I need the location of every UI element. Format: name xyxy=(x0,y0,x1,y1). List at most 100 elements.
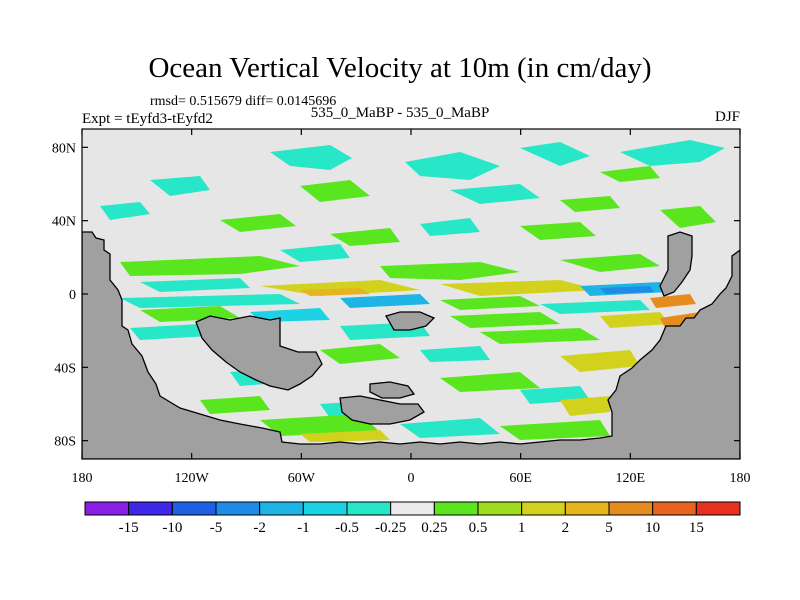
velocity-patch xyxy=(440,280,600,296)
land-masses xyxy=(82,231,740,459)
colorbar: -15 -10 -5 -2 -1 -0.5 -0.25 0.25 0.5 1 2 5 10 15 xyxy=(84,501,741,536)
colorbar-swatch xyxy=(302,501,348,516)
velocity-patch xyxy=(400,418,500,438)
colorbar-swatch xyxy=(215,501,261,516)
velocity-patch xyxy=(200,396,270,414)
colorbar-label: -2 xyxy=(253,520,266,536)
velocity-patch xyxy=(450,312,560,328)
colorbar-swatch xyxy=(564,501,610,516)
colorbar-swatch xyxy=(608,501,654,516)
velocity-patch xyxy=(220,214,296,232)
velocity-patch xyxy=(600,286,654,294)
colorbar-swatch xyxy=(521,501,566,516)
land-island-south xyxy=(339,395,425,425)
velocity-patch xyxy=(250,308,330,322)
velocity-patch xyxy=(130,324,210,340)
velocity-patch xyxy=(120,294,300,308)
velocity-patch xyxy=(340,294,430,308)
velocity-patch xyxy=(450,184,540,204)
velocity-patch xyxy=(260,414,380,436)
velocity-patch xyxy=(380,262,520,280)
colorbar-swatch xyxy=(128,501,173,516)
colorbar-swatch xyxy=(259,501,304,516)
colorbar-swatch xyxy=(433,501,479,516)
colorbar-swatch xyxy=(84,501,130,516)
velocity-patch xyxy=(480,328,600,344)
velocity-patch xyxy=(405,152,500,180)
colorbar-label: -10 xyxy=(162,520,182,536)
velocity-patch xyxy=(300,288,370,296)
velocity-patch xyxy=(100,202,150,220)
velocity-patch xyxy=(600,312,670,328)
colorbar-swatch xyxy=(695,501,741,516)
colorbar-swatch xyxy=(171,501,217,516)
velocity-patch xyxy=(500,420,610,440)
x-tick-label: 0 xyxy=(408,471,415,486)
colorbar-label: 1 xyxy=(518,520,526,536)
colorbar-label: 0.25 xyxy=(421,520,447,536)
velocity-patch xyxy=(120,256,300,276)
velocity-patch xyxy=(330,228,400,246)
velocity-patch xyxy=(560,350,640,372)
colorbar-label: -0.25 xyxy=(375,520,406,536)
colorbar-label: -1 xyxy=(297,520,310,536)
land-western-continent xyxy=(82,231,740,459)
velocity-patch xyxy=(520,142,590,166)
case-label: 535_0_MaBP - 535_0_MaBP xyxy=(310,105,490,121)
land-basin-west xyxy=(195,315,323,391)
colorbar-label: 2 xyxy=(562,520,570,536)
chart-title: Ocean Vertical Velocity at 10m (in cm/da… xyxy=(148,52,652,84)
colorbar-label: -5 xyxy=(210,520,223,536)
experiment-label: Expt = tEyfd3-tEyfd2 xyxy=(82,111,213,127)
colorbar-label: 15 xyxy=(689,520,704,536)
velocity-patch xyxy=(300,430,390,442)
velocity-patch xyxy=(660,206,716,228)
velocity-patch xyxy=(260,280,420,296)
colorbar-label: 5 xyxy=(605,520,613,536)
colorbar-swatch xyxy=(477,501,523,516)
colorbar-label: -15 xyxy=(119,520,139,536)
land-island-east xyxy=(659,231,693,297)
y-tick-label: 40N xyxy=(52,215,76,230)
x-tick-label: 180 xyxy=(730,471,751,486)
velocity-patch xyxy=(280,244,350,262)
velocity-patch xyxy=(440,372,540,392)
x-tick-label: 60W xyxy=(288,471,316,486)
colorbar-label: -0.5 xyxy=(335,520,359,536)
velocity-patch xyxy=(560,196,620,212)
x-tick-label: 120W xyxy=(175,471,210,486)
velocity-patch xyxy=(300,180,370,202)
velocity-patch xyxy=(650,294,696,308)
velocity-patch xyxy=(540,300,650,314)
map-field xyxy=(82,129,740,459)
stats-label: rmsd= 0.515679 diff= 0.0145696 xyxy=(150,94,337,109)
y-tick-label: 80N xyxy=(52,141,76,156)
velocity-patch xyxy=(150,176,210,196)
x-tick-label: 120E xyxy=(616,471,646,486)
velocity-patch xyxy=(560,396,610,416)
season-label: DJF xyxy=(714,109,740,125)
y-tick-label: 0 xyxy=(69,288,76,303)
x-tick-label: 180 xyxy=(72,471,93,486)
x-tick-label: 60E xyxy=(509,471,532,486)
velocity-patch xyxy=(440,296,540,310)
y-tick-label: 80S xyxy=(54,435,76,450)
colorbar-swatch xyxy=(346,501,392,516)
land-island-small xyxy=(369,381,416,399)
velocity-patch xyxy=(140,278,250,292)
colorbar-label: 0.5 xyxy=(469,520,488,536)
velocity-patch xyxy=(560,254,660,272)
colorbar-swatch xyxy=(390,501,435,516)
velocity-patch xyxy=(270,145,352,170)
y-tick-label: 40S xyxy=(54,361,76,376)
land-island-center xyxy=(385,311,436,331)
velocity-patch xyxy=(520,222,596,240)
velocity-patch xyxy=(600,166,660,182)
velocity-patch xyxy=(320,344,400,364)
colorbar-swatch xyxy=(652,501,697,516)
velocity-patch xyxy=(420,218,480,236)
axes: 180 120W 60W 0 60E 120E 180 80N 40N 0 40S 80S xyxy=(52,129,751,486)
colorbar-label: 10 xyxy=(645,520,660,536)
velocity-patch xyxy=(420,346,490,362)
